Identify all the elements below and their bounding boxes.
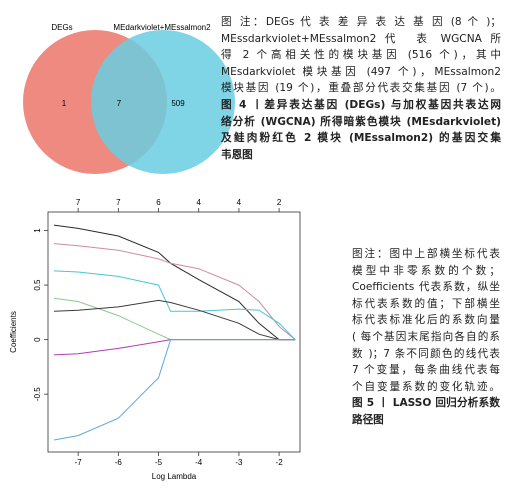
caption-line: ( 每个基因末尾指向各自的系 [352,329,500,346]
caption-note: 7 个变量，每条曲线代表每 [352,364,500,377]
venn-right [91,30,235,174]
caption-line: 图 注：DEGs 代 表 差 异 表 达 基 因 (8 个 )； [221,14,501,31]
caption-note: 模块基因 (19 个)，重叠部分代表交集基因 (7 个)。 [221,82,501,95]
caption-title: 络分析 (WGCNA) 所得暗紫色模块 (MEsdarkviolet) [221,115,501,128]
caption-line: 数 )；7 条不同颜色的线代表 [352,346,500,363]
x-axis-label: Log Lambda [152,472,197,481]
top-tick-label: 4 [237,198,242,207]
coef-path [53,299,296,341]
y-tick-label: -0.5 [33,387,42,401]
caption-note: 标代表系数的值；下部横坐 [352,297,500,310]
caption: 图 注：DEGs 代 表 差 异 表 达 基 因 (8 个 )； MEssdark… [221,14,501,163]
caption-line: 络分析 (WGCNA) 所得暗紫色模块 (MEsdarkviolet) [221,114,501,131]
caption-line: 路径图 [352,412,500,429]
coef-path [53,297,296,341]
coef-path [53,339,296,441]
caption-line: 图 4 丨差异表达基因 (DEGs) 与加权基因共表达网 [221,97,501,114]
venn-count: 509 [171,99,185,108]
venn-label: DEGs [51,23,72,32]
top-tick-label: 6 [156,198,161,207]
caption-note: 图 注：DEGs 代 表 差 异 表 达 基 因 (8 个 )； [221,16,501,28]
caption-line: 模型中非零系数的个数； [352,263,500,280]
x-tick-label: -5 [155,458,163,467]
coef-path [53,243,296,340]
x-tick-label: -3 [235,458,243,467]
plot-frame [47,211,301,453]
coef-path [53,339,296,356]
caption-title: 图 4 丨差异表达基因 (DEGs) 与加权基因共表达网 [221,98,501,111]
venn-count: 7 [117,99,122,108]
coef-path [53,224,296,341]
venn-label: MEdarkviolet+MEssalmon2 [113,23,211,32]
caption-note: 数 )；7 条不同颜色的线代表 [352,347,500,360]
caption-title: 及鲑肉粉红色 2 模块 (MEssalmon2) 的基因交集 [221,132,501,145]
caption-line: Coefficients 代表系数，纵坐 [352,279,500,296]
caption-line: 图 5 丨 LASSO 回归分析系数 [352,395,500,412]
caption-note: 模型中非零系数的个数； [352,264,500,277]
caption-title: 路径图 [352,413,384,426]
y-tick-label: 0 [33,337,42,342]
caption-note: Coefficients 代表系数，纵坐 [352,281,500,294]
x-tick-label: -4 [195,458,203,467]
caption-title: 韦恩图 [221,148,253,161]
caption-line: 7 个变量，每条曲线代表每 [352,362,500,379]
top-tick-label: 7 [116,198,121,207]
caption-note: 标代表标准化后的系数向量 [352,314,500,327]
y-tick-label: 1 [33,228,42,233]
caption-line: 标代表系数的值；下部横坐 [352,296,500,313]
caption-line: 及鲑肉粉红色 2 模块 (MEssalmon2) 的基因交集 [221,130,501,147]
coef-path [53,270,296,340]
caption-line: 模块基因 (19 个)，重叠部分代表交集基因 (7 个)。 [221,80,501,97]
caption-note: 图注：图中上部横坐标代表 [352,248,500,260]
caption-note: MEssdarkviolet+MEssalmon2 代 表 WGCNA 所 [221,32,501,45]
caption-line: 标代表标准化后的系数向量 [352,312,500,329]
venn-count: 1 [62,99,67,108]
y-axis-label: Coefficients [9,311,18,353]
caption-line: 得 2 个高相关性的模块基因 (516 个)，其中 [221,47,501,64]
caption-note: 个自变量系数的变化轨迹。 [352,380,500,393]
caption-line: MEsdarkviolet 模块基因 (497 个)，MEssalmon2 [221,64,501,81]
caption-line: 韦恩图 [221,147,501,164]
caption-line: 图注：图中上部横坐标代表 [352,246,500,263]
x-tick-label: -7 [75,458,83,467]
caption-note: MEsdarkviolet 模块基因 (497 个)，MEssalmon2 [221,65,501,78]
x-tick-label: -6 [115,458,123,467]
x-tick-label: -2 [276,458,284,467]
top-tick-label: 7 [76,198,81,207]
caption: 图注：图中上部横坐标代表 模型中非零系数的个数； Coefficients 代表系数… [352,246,500,429]
top-tick-label: 2 [277,198,282,207]
caption-title: 图 5 丨 LASSO 回归分析系数 [352,397,500,410]
caption-line: 个自变量系数的变化轨迹。 [352,379,500,396]
caption-line: MEssdarkviolet+MEssalmon2 代 表 WGCNA 所 [221,31,501,48]
y-tick-label: 0.5 [33,279,42,291]
caption-note: 得 2 个高相关性的模块基因 (516 个)，其中 [221,49,501,62]
top-tick-label: 4 [196,198,201,207]
caption-note: ( 每个基因末尾指向各自的系 [352,330,500,343]
